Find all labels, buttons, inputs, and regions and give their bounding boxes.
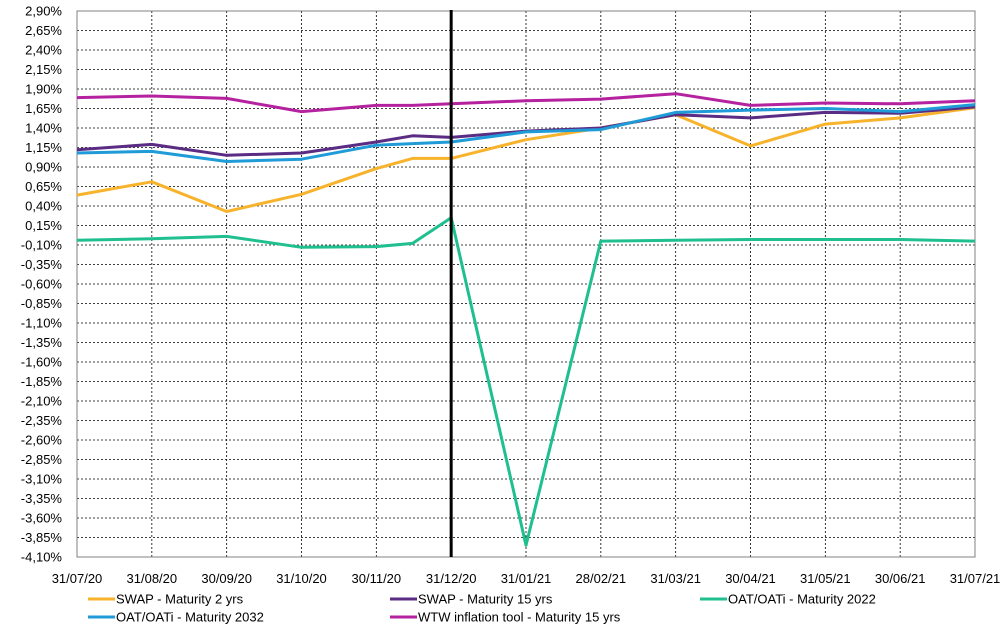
plot-frame [76,10,976,558]
y-tick-label: -1,10% [21,316,63,331]
y-tick-label: -2,10% [21,394,63,409]
y-axis-tick-labels: 2,90% 2,65% 2,40% 2,15% 1,90% 1,65% 1,40% 1,15%… [21,4,63,565]
legend-label: OAT/OATi - Maturity 2022 [728,592,876,607]
y-tick-label: 1,90% [25,82,62,97]
y-tick-label: 1,15% [25,140,62,155]
y-tick-label: 2,15% [25,62,62,77]
plot-area-border [76,10,976,558]
legend-label: SWAP - Maturity 2 yrs [116,592,244,607]
x-tick-label: 31/05/21 [800,571,851,586]
y-tick-label: -1,60% [21,355,63,370]
gridlines [76,10,976,558]
x-tick-label: 31/07/20 [52,571,103,586]
legend-label: WTW inflation tool - Maturity 15 yrs [418,610,621,625]
y-tick-label: -3,85% [21,530,63,545]
series-line [76,92,976,114]
series-lines [76,92,976,547]
y-tick-label: -2,35% [21,413,63,428]
x-tick-label: 30/09/20 [201,571,252,586]
y-tick-label: 1,65% [25,101,62,116]
y-tick-label: -3,10% [21,472,63,487]
y-tick-label: 0,40% [25,199,62,214]
y-tick-label: -0,10% [21,238,63,253]
y-tick-label: -2,85% [21,452,63,467]
x-tick-label: 28/02/21 [576,571,627,586]
x-tick-label: 31/08/20 [127,571,178,586]
y-tick-label: -0,85% [21,296,63,311]
y-tick-label: 2,65% [25,23,62,38]
y-tick-label: 2,40% [25,43,62,58]
y-tick-label: 1,40% [25,121,62,136]
x-tick-label: 31/12/20 [426,571,477,586]
x-tick-label: 30/06/21 [875,571,926,586]
series-line [76,216,976,547]
y-tick-label: -3,35% [21,491,63,506]
y-tick-label: -1,35% [21,335,63,350]
x-tick-label: 31/07/21 [950,571,1001,586]
series-line [76,105,976,157]
x-tick-label: 31/01/21 [501,571,552,586]
legend-label: SWAP - Maturity 15 yrs [418,592,553,607]
y-tick-label: 0,90% [25,160,62,175]
y-tick-label: -3,60% [21,511,63,526]
y-tick-label: -0,35% [21,257,63,272]
legend: SWAP - Maturity 2 yrs SWAP - Maturity 15 … [88,592,876,625]
series-line [76,106,976,213]
x-tick-label: 31/10/20 [276,571,327,586]
y-tick-label: -2,60% [21,433,63,448]
y-tick-label: -4,10% [21,550,63,565]
legend-label: OAT/OATi - Maturity 2032 [116,610,264,625]
y-tick-label: 2,90% [25,4,62,19]
y-tick-label: -0,60% [21,277,63,292]
y-tick-label: 0,15% [25,218,62,233]
x-tick-label: 31/03/21 [650,571,701,586]
y-tick-label: 0,65% [25,179,62,194]
y-tick-label: -1,85% [21,374,63,389]
series-line [76,103,976,163]
x-tick-label: 30/04/21 [725,571,776,586]
x-axis-tick-labels: 31/07/20 31/08/20 30/09/20 31/10/20 30/11/20… [52,571,1001,586]
x-tick-label: 30/11/20 [352,571,402,586]
